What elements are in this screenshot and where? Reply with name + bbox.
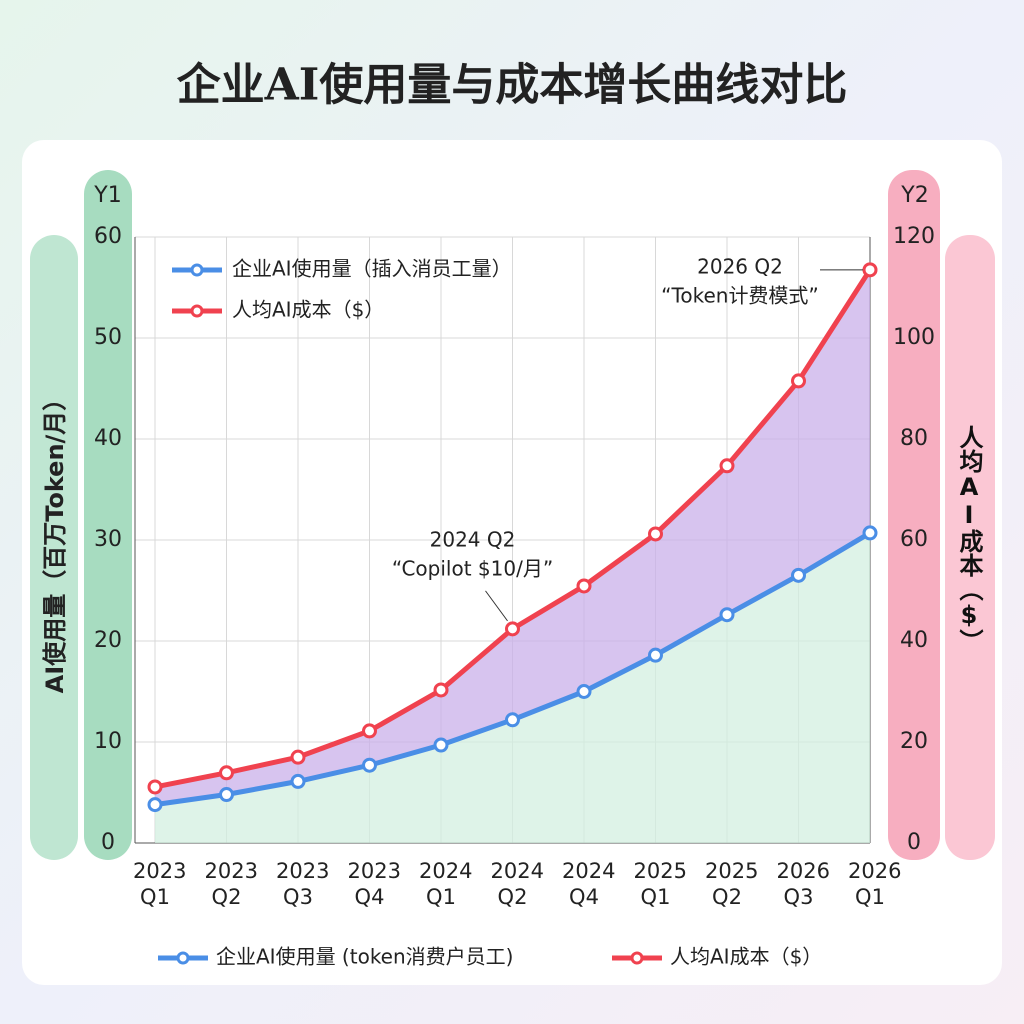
y2-tick-label: 100 bbox=[893, 325, 935, 350]
x-tick-label: 2023 Q3 bbox=[276, 859, 330, 909]
point bbox=[576, 684, 592, 699]
y-tick-pill bbox=[84, 170, 132, 860]
point bbox=[791, 373, 806, 389]
y-title: AI使用量（百万Token/月） bbox=[41, 387, 69, 694]
y2-tick-label: 40 bbox=[900, 628, 928, 653]
y-tick-label: 30 bbox=[94, 527, 122, 552]
y2-tick-label: 20 bbox=[900, 729, 928, 754]
x-tick-label: 2023 Q2 bbox=[204, 859, 258, 909]
legend-label: 企业AI使用量（插入消员工量） bbox=[232, 257, 512, 281]
y-tick-label: 10 bbox=[94, 729, 122, 754]
chart-title: 企业AI使用量与成本增长曲线对比 bbox=[177, 60, 848, 111]
point bbox=[505, 621, 520, 637]
point bbox=[433, 737, 449, 753]
x-tick-label: 2024 Q1 bbox=[419, 859, 473, 909]
point bbox=[719, 458, 735, 474]
x-tick-label: 2026 Q3 bbox=[776, 859, 830, 909]
x-tick-label: 2024 Q4 bbox=[562, 859, 616, 909]
x-tick-label: 2025 Q1 bbox=[633, 859, 687, 909]
y2-tick-label: 0 bbox=[907, 830, 921, 855]
point bbox=[290, 749, 306, 765]
legend-label: 人均AI成本（$） bbox=[232, 298, 384, 322]
legend-label: 人均AI成本（$） bbox=[670, 945, 822, 969]
annotation: “Copilot $10/月” bbox=[392, 556, 553, 580]
legend-marker bbox=[190, 263, 204, 277]
x-tick-label: 2026 Q1 bbox=[848, 859, 902, 909]
point bbox=[433, 682, 449, 698]
x-tick-label: 2023 Q4 bbox=[347, 859, 401, 909]
point bbox=[576, 578, 592, 594]
y2-tick-label: 120 bbox=[893, 224, 935, 249]
y-tick-label: 60 bbox=[94, 224, 122, 249]
x-tick-label: 2025 Q2 bbox=[705, 859, 759, 909]
y-tick-label: 0 bbox=[101, 830, 115, 855]
y-tick-label: 20 bbox=[94, 628, 122, 653]
point bbox=[219, 787, 234, 803]
y2-tick-label: 60 bbox=[900, 527, 928, 552]
area bbox=[155, 532, 870, 843]
annotation: 2024 Q2 bbox=[430, 527, 516, 551]
y2-tick-pill bbox=[888, 170, 940, 860]
point bbox=[862, 525, 878, 541]
y2-label: Y2 bbox=[900, 183, 928, 208]
x-tick-label: 2023 Q1 bbox=[133, 859, 187, 909]
legend-label: 企业AI使用量 (token消费户员工) bbox=[216, 945, 513, 969]
leader bbox=[485, 590, 508, 622]
point bbox=[362, 757, 377, 773]
annotation: “Token计费模式” bbox=[661, 283, 819, 307]
point bbox=[719, 607, 735, 623]
y2-title: 人均AI成本（$） bbox=[955, 425, 983, 653]
y-tick-label: 40 bbox=[94, 426, 122, 451]
point bbox=[219, 765, 234, 781]
y-title-pill bbox=[30, 235, 78, 860]
y2-title-pill bbox=[945, 235, 995, 860]
point bbox=[147, 797, 163, 813]
plot: 0 10 20 30 40 50 60 0 20 40 60 80 100 120 2024 Q2 “Copi… bbox=[94, 224, 935, 969]
point bbox=[290, 773, 306, 789]
legend-marker bbox=[630, 951, 644, 965]
annotation: 2026 Q2 bbox=[697, 254, 783, 278]
legend-marker bbox=[190, 304, 204, 318]
point bbox=[147, 779, 163, 795]
point bbox=[505, 712, 520, 728]
point bbox=[648, 526, 663, 542]
point bbox=[862, 262, 878, 278]
y-tick-label: 50 bbox=[94, 325, 122, 350]
y2-tick-label: 80 bbox=[900, 426, 928, 451]
x-tick-label: 2024 Q2 bbox=[490, 859, 544, 909]
point bbox=[648, 647, 663, 663]
point bbox=[791, 567, 806, 583]
y-label: Y1 bbox=[93, 183, 121, 208]
point bbox=[362, 723, 377, 739]
legend-marker bbox=[176, 951, 190, 965]
area-between bbox=[155, 269, 870, 805]
